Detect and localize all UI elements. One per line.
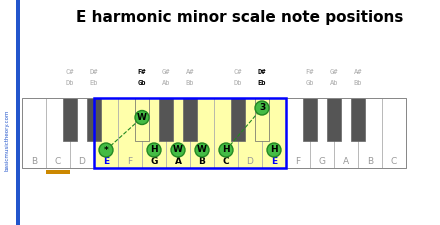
Circle shape [147,143,161,157]
Bar [327,98,341,141]
Text: F: F [295,158,301,166]
Bar [46,170,70,174]
Text: A#: A# [354,69,362,75]
Text: D#: D# [90,69,98,75]
Bar [87,98,101,141]
Text: C: C [55,158,61,166]
Text: Bb: Bb [354,80,362,86]
Bar [142,98,166,168]
Text: G#: G# [162,69,170,75]
Circle shape [255,101,269,115]
Text: F#: F# [138,69,146,75]
Bar [135,98,149,141]
Bar [238,98,262,168]
Text: Db: Db [66,80,74,86]
Bar [63,98,77,141]
Text: H: H [222,146,230,155]
Text: G: G [150,158,158,166]
Text: Ab: Ab [162,80,170,86]
Bar [22,98,46,168]
Text: Db: Db [234,80,242,86]
Text: 3: 3 [259,104,265,112]
Bar [0,0,20,225]
Circle shape [195,143,209,157]
Text: D: D [246,158,253,166]
Bar [231,98,245,141]
Text: B: B [31,158,37,166]
Text: Bb: Bb [186,80,194,86]
Bar [94,98,286,168]
Bar [255,98,269,141]
Text: W: W [173,146,183,155]
Bar [382,98,406,168]
Text: G#: G# [330,69,338,75]
Circle shape [267,143,281,157]
Text: C#: C# [66,69,74,75]
Text: W: W [197,146,207,155]
Text: A: A [343,158,349,166]
Text: F: F [128,158,132,166]
Text: C: C [391,158,397,166]
Text: D: D [79,158,85,166]
Text: E: E [271,158,277,166]
Text: Gb: Gb [138,80,146,86]
Bar [262,98,286,168]
Bar [310,98,334,168]
Bar [286,98,310,168]
Text: H: H [270,146,278,155]
Circle shape [99,143,113,157]
Text: G: G [319,158,326,166]
Text: A: A [175,158,181,166]
Text: A#: A# [186,69,194,75]
Bar [22,98,406,168]
Text: B: B [367,158,373,166]
Bar [358,98,382,168]
Text: basicmusictheory.com: basicmusictheory.com [4,109,10,171]
Bar [46,98,70,168]
Text: F#: F# [306,69,314,75]
Text: W: W [137,113,147,122]
Text: Eb: Eb [258,80,266,86]
Text: H: H [150,146,158,155]
Circle shape [135,110,149,124]
Text: *: * [104,146,108,155]
Bar [183,98,197,141]
Text: C: C [223,158,229,166]
Bar [334,98,358,168]
Text: Eb: Eb [90,80,98,86]
Bar [214,98,238,168]
Bar [190,98,214,168]
Bar [159,98,173,141]
Bar [351,98,365,141]
Text: B: B [198,158,205,166]
Bar [16,0,20,225]
Bar [303,98,317,141]
Text: E: E [103,158,109,166]
Text: C#: C# [234,69,242,75]
Bar [70,98,94,168]
Bar [118,98,142,168]
Text: Gb: Gb [306,80,314,86]
Circle shape [171,143,185,157]
Bar [166,98,190,168]
Bar [94,98,118,168]
Text: Ab: Ab [330,80,338,86]
Text: D#: D# [258,69,266,75]
Text: E harmonic minor scale note positions: E harmonic minor scale note positions [76,10,403,25]
Circle shape [219,143,233,157]
